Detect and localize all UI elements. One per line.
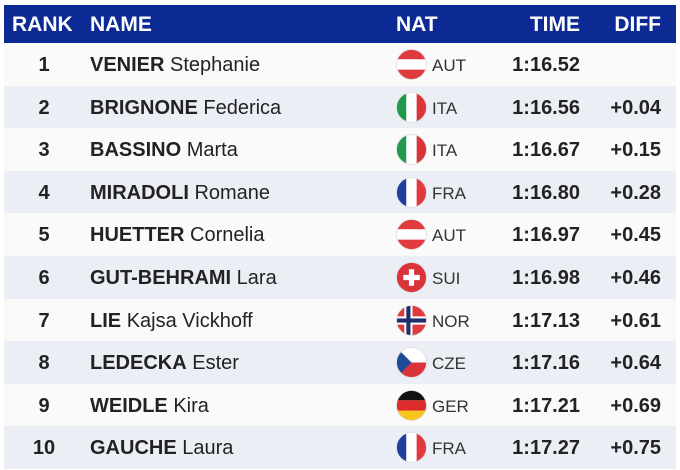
rank: 3 <box>38 139 50 162</box>
diff: +0.04 <box>610 96 661 119</box>
table-row[interactable]: 6 GUT-BEHRAMI Lara SUI 1:16.98 +0.46 <box>4 255 676 299</box>
nation-code: FRA <box>432 439 466 459</box>
last-name: GUT-BEHRAMI <box>90 266 232 289</box>
last-name: BASSINO <box>90 139 182 162</box>
header-diff[interactable]: DIFF <box>614 13 661 36</box>
table-row[interactable]: 5 HUETTER Cornelia AUT 1:16.97 +0.45 <box>4 213 676 256</box>
athlete-name[interactable]: MIRADOLI Romane <box>90 182 270 205</box>
austria-flag-icon <box>396 49 427 80</box>
diff: +0.28 <box>610 181 661 204</box>
austria-flag-icon <box>396 219 427 251</box>
first-name: Romane <box>194 181 271 204</box>
nation-code: ITA <box>432 141 458 161</box>
rank: 5 <box>38 224 50 247</box>
norway-flag-icon <box>396 304 427 336</box>
time: 1:16.52 <box>512 54 580 76</box>
diff: +0.15 <box>610 139 661 162</box>
time: 1:17.21 <box>512 394 580 417</box>
table-row[interactable]: 8 LEDECKA Ester CZE 1:17.16 +0.64 <box>4 341 676 384</box>
last-name: BRIGNONE <box>90 96 198 119</box>
italy-flag-icon <box>396 134 427 166</box>
athlete-name[interactable]: WEIDLE Kira <box>90 395 209 418</box>
time: 1:17.16 <box>512 352 580 375</box>
rank: 2 <box>38 96 50 119</box>
diff: +0.61 <box>610 309 661 332</box>
first-name: Ester <box>192 352 239 375</box>
athlete-name[interactable]: LEDECKA Ester <box>90 352 239 375</box>
athlete-name[interactable]: VENIER Stephanie <box>90 54 260 77</box>
rank: 4 <box>38 181 50 204</box>
rank: 6 <box>38 266 50 289</box>
header-name[interactable]: NAME <box>90 13 152 36</box>
last-name: MIRADOLI <box>90 181 189 204</box>
first-name: Kajsa Vickhoff <box>126 309 253 332</box>
germany-flag-icon <box>396 389 427 421</box>
nation-code: FRA <box>432 183 466 203</box>
table-row[interactable]: 10 GAUCHE Laura FRA 1:17.27 +0.75 <box>4 426 676 469</box>
italy-flag-icon <box>396 91 427 123</box>
diff: +0.45 <box>610 224 661 247</box>
table-row[interactable]: 2 BRIGNONE Federica ITA 1:16.56 +0.04 <box>4 85 676 129</box>
first-name: Federica <box>203 96 282 119</box>
time: 1:17.27 <box>512 437 580 460</box>
diff: +0.75 <box>610 437 661 460</box>
diff: +0.64 <box>610 352 661 375</box>
table-row[interactable]: 3 BASSINO Marta ITA 1:16.67 +0.15 <box>4 128 676 171</box>
table-row[interactable]: 7 LIE Kajsa Vickhoff NOR 1:17.13 +0.61 <box>4 298 676 342</box>
table-row[interactable]: 9 WEIDLE Kira GER 1:17.21 +0.69 <box>4 383 676 427</box>
nation-code: NOR <box>432 311 470 331</box>
czechia-flag-icon <box>396 347 427 379</box>
header-nat[interactable]: NAT <box>396 13 438 36</box>
time: 1:17.13 <box>512 309 580 332</box>
time: 1:16.80 <box>512 181 580 204</box>
last-name: HUETTER <box>90 224 185 247</box>
results-table: RANK NAME NAT TIME DIFF 1 VENIER Stephan… <box>4 5 676 469</box>
nation-code: AUT <box>432 226 466 246</box>
athlete-name[interactable]: GUT-BEHRAMI Lara <box>90 267 277 290</box>
time: 1:16.98 <box>512 266 580 289</box>
last-name: LEDECKA <box>90 352 187 375</box>
last-name: WEIDLE <box>90 394 168 417</box>
table-header: RANK NAME NAT TIME DIFF <box>4 5 676 43</box>
first-name: Stephanie <box>170 54 261 76</box>
time: 1:16.56 <box>512 96 580 119</box>
diff: +0.46 <box>610 266 661 289</box>
last-name: GAUCHE <box>90 437 177 460</box>
table-row[interactable]: 4 MIRADOLI Romane FRA 1:16.80 +0.28 <box>4 170 676 214</box>
france-flag-icon <box>396 176 427 208</box>
rank: 10 <box>32 437 56 460</box>
header-time[interactable]: TIME <box>529 13 580 36</box>
nation-code: ITA <box>432 98 458 118</box>
athlete-name[interactable]: BASSINO Marta <box>90 139 238 162</box>
athlete-name[interactable]: BRIGNONE Federica <box>90 97 281 120</box>
nation-code: AUT <box>432 56 466 75</box>
time: 1:16.67 <box>512 139 580 162</box>
nation-code: SUI <box>432 268 461 288</box>
nation-code: CZE <box>432 354 466 374</box>
rank: 8 <box>38 352 50 375</box>
time: 1:16.97 <box>512 224 580 247</box>
athlete-name[interactable]: GAUCHE Laura <box>90 437 233 460</box>
rank: 1 <box>38 54 50 76</box>
diff: +0.69 <box>610 394 661 417</box>
table-row[interactable]: 1 VENIER Stephanie AUT 1:16.52 <box>4 43 676 86</box>
nation-code: GER <box>432 396 469 416</box>
first-name: Kira <box>173 394 209 417</box>
first-name: Laura <box>182 437 234 460</box>
rank: 7 <box>38 309 50 332</box>
first-name: Lara <box>236 266 277 289</box>
last-name: LIE <box>90 309 122 332</box>
athlete-name[interactable]: HUETTER Cornelia <box>90 224 265 247</box>
first-name: Marta <box>186 139 238 162</box>
rank: 9 <box>38 394 50 417</box>
france-flag-icon <box>396 432 427 464</box>
first-name: Cornelia <box>190 224 265 247</box>
header-rank[interactable]: RANK <box>12 13 73 36</box>
last-name: VENIER <box>90 54 165 76</box>
athlete-name[interactable]: LIE Kajsa Vickhoff <box>90 310 253 333</box>
switzerland-flag-icon <box>396 262 427 293</box>
